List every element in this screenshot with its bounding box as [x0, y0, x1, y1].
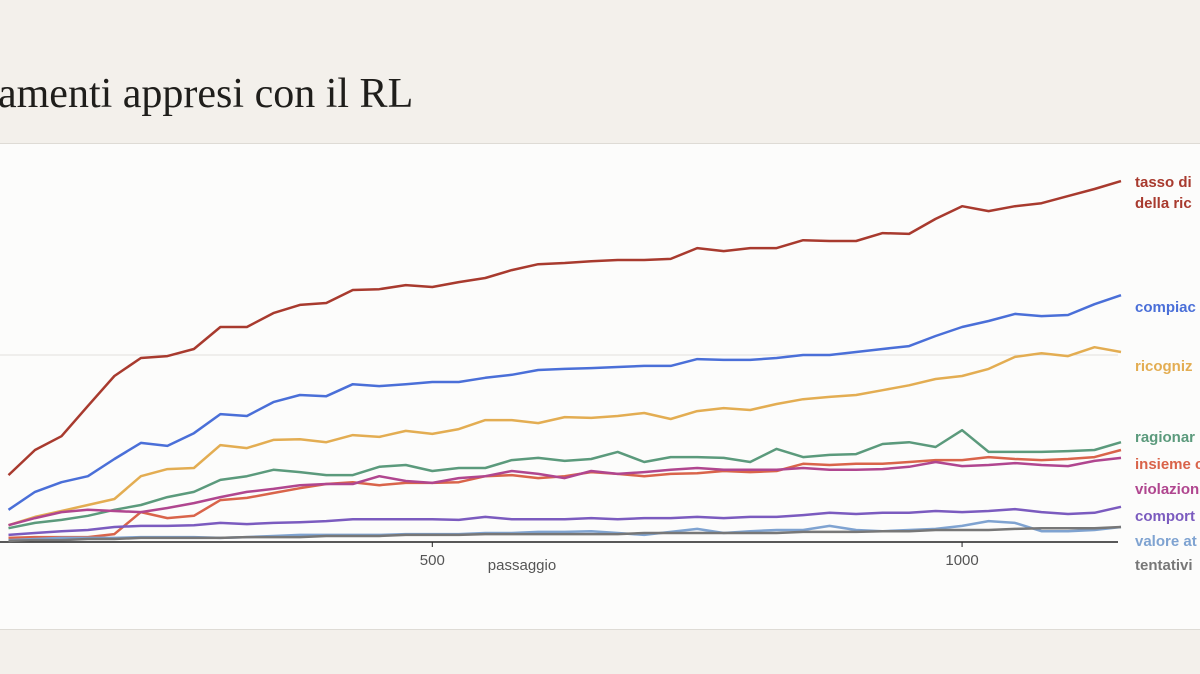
- series-line: [7, 179, 1122, 477]
- legend-label: tentativi: [1135, 557, 1193, 574]
- chart-title: amenti appresi con il RL: [0, 71, 414, 117]
- series-line: [8, 456, 1122, 527]
- series-line: [8, 428, 1122, 530]
- legend-label: insieme c: [1135, 456, 1200, 473]
- series-line: [8, 448, 1122, 540]
- series-line: [7, 294, 1122, 511]
- chart-panel: [0, 143, 1200, 630]
- legend-label: ragionar: [1135, 429, 1196, 446]
- legend-label: comport: [1135, 508, 1195, 525]
- legend-label: ricogniz: [1135, 358, 1193, 375]
- x-axis-label: passaggio: [488, 557, 556, 574]
- series-line: [8, 505, 1122, 537]
- legend-label: violazion: [1135, 481, 1200, 498]
- legend-label: compiac: [1135, 299, 1196, 316]
- legend-label: valore at: [1135, 533, 1197, 550]
- x-tick-label: 1000: [945, 552, 978, 569]
- series-line: [8, 345, 1122, 527]
- x-tick-label: 500: [420, 552, 445, 569]
- series-line: [8, 525, 1122, 543]
- legend-label: tasso di della ric: [1135, 174, 1192, 212]
